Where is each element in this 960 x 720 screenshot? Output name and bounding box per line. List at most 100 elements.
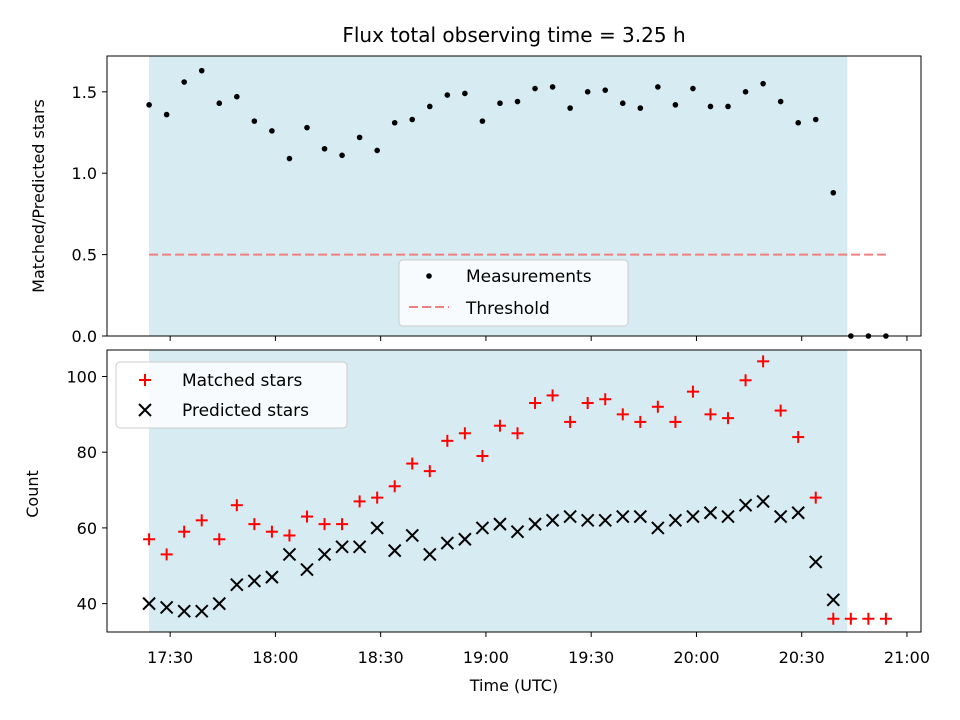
predicted-star-point: [510, 524, 525, 539]
predicted-star-point: [493, 517, 507, 531]
measurement-point: [444, 92, 451, 98]
matched-star-point: [388, 480, 401, 493]
predicted-star-point: [387, 543, 402, 558]
bottom-legend: Matched stars Predicted stars: [115, 361, 348, 429]
measurement-point: [426, 103, 433, 110]
predicted-star-point: [405, 528, 419, 543]
predicted-star-point: [335, 540, 349, 554]
matched-star-point: [581, 396, 594, 409]
x-tick-label: 20:30: [779, 648, 825, 667]
measurement-point: [655, 84, 661, 90]
matched-star-point: [704, 408, 717, 421]
measurement-point: [707, 103, 714, 110]
top-y-tick-label: 0.5: [72, 246, 97, 265]
top-x-ticks: [169, 336, 908, 341]
legend-threshold-label: Threshold: [465, 299, 550, 319]
measurement-point: [409, 116, 416, 123]
matched-star-point: [160, 548, 173, 561]
measurement-point: [269, 128, 275, 134]
top-y-ticks: 0.0 0.5 1.0 1.5: [72, 83, 107, 346]
measurement-point: [549, 84, 556, 90]
predicted-star-point: [317, 547, 332, 562]
measurement-point: [198, 67, 205, 74]
x-axis-label: Time (UTC): [469, 676, 558, 695]
predicted-star-point: [616, 509, 630, 524]
matched-star-point: [669, 415, 682, 428]
predicted-star-point: [265, 570, 279, 584]
measurement-point: [356, 134, 363, 141]
bottom-y-tick-label: 40: [77, 595, 97, 614]
x-tick-label: 20:00: [673, 648, 719, 667]
matched-star-point: [458, 427, 471, 440]
matched-star-point: [230, 499, 243, 512]
predicted-star-point: [212, 596, 226, 611]
predicted-star-point: [703, 506, 718, 520]
legend-matched-label: Matched stars: [182, 371, 302, 391]
predicted-star-point: [247, 574, 262, 588]
predicted-star-point: [756, 494, 770, 509]
predicted-star-point: [177, 604, 191, 618]
measurement-point: [619, 100, 626, 107]
predicted-star-point: [668, 513, 683, 528]
predicted-star-point: [230, 577, 244, 592]
matched-star-point: [599, 393, 612, 406]
matched-star-point: [300, 510, 313, 523]
measurement-point: [532, 85, 538, 92]
measurement-point: [795, 119, 801, 126]
measurement-point: [216, 100, 223, 107]
matched-star-point: [493, 419, 506, 432]
matched-star-point: [143, 533, 156, 546]
bottom-y-tick-label: 60: [77, 519, 97, 538]
matched-star-point: [283, 529, 296, 542]
x-tick-label: 18:00: [252, 648, 298, 667]
matched-star-point: [213, 533, 226, 546]
measurement-point: [777, 98, 784, 105]
top-axes-frame: [106, 55, 922, 337]
bottom-panel: 40 60 80 100 17:30 18:00 18:30 19:00 19:30 20:00…: [23, 349, 930, 695]
bottom-axes-frame: [106, 349, 922, 633]
bottom-y-tick-label: 80: [77, 443, 97, 462]
x-tick-label: 17:30: [147, 648, 193, 667]
measurement-point: [602, 87, 609, 93]
measurement-point: [637, 105, 644, 111]
measurement-point: [725, 103, 731, 110]
predicted-star-point: [545, 513, 560, 528]
legend-measurements-label: Measurements: [466, 267, 592, 287]
matched-star-point: [774, 404, 787, 417]
matched-star-point: [441, 434, 454, 447]
measurement-point: [234, 93, 240, 100]
matched-star-point: [476, 449, 489, 462]
measurement-point: [374, 147, 380, 154]
matched-star-point: [739, 374, 752, 387]
measurement-point: [584, 89, 591, 95]
matched-star-point: [336, 518, 349, 531]
measurement-point: [812, 116, 819, 123]
predicted-star-point: [738, 498, 753, 512]
top-legend: Measurements Threshold: [398, 259, 629, 327]
matched-star-point: [511, 427, 524, 440]
predicted-star-point: [721, 509, 735, 524]
bottom-y-axis-label: Count: [23, 470, 42, 518]
matched-star-point: [546, 389, 559, 402]
x-tick-label: 21:00: [884, 648, 930, 667]
measurement-point: [672, 102, 679, 108]
predicted-star-point: [598, 513, 612, 528]
top-series: [146, 67, 889, 339]
predicted-star-point: [633, 509, 648, 524]
legend-predicted-label: Predicted stars: [182, 401, 309, 421]
predicted-star-point: [528, 517, 542, 531]
matched-star-point: [686, 385, 699, 398]
x-tick-label: 19:30: [568, 648, 614, 667]
measurement-point: [391, 119, 398, 126]
measurement-point: [251, 118, 258, 124]
matched-star-point: [529, 396, 542, 409]
predicted-star-point: [423, 547, 437, 562]
matched-star-point: [651, 400, 664, 413]
measurement-point: [830, 189, 837, 196]
predicted-star-point: [826, 593, 840, 607]
measurement-point: [514, 98, 521, 105]
predicted-star-point: [580, 513, 595, 528]
matched-star-point: [564, 415, 577, 428]
x-tick-label: 18:30: [358, 648, 404, 667]
predicted-star-point: [458, 532, 472, 546]
